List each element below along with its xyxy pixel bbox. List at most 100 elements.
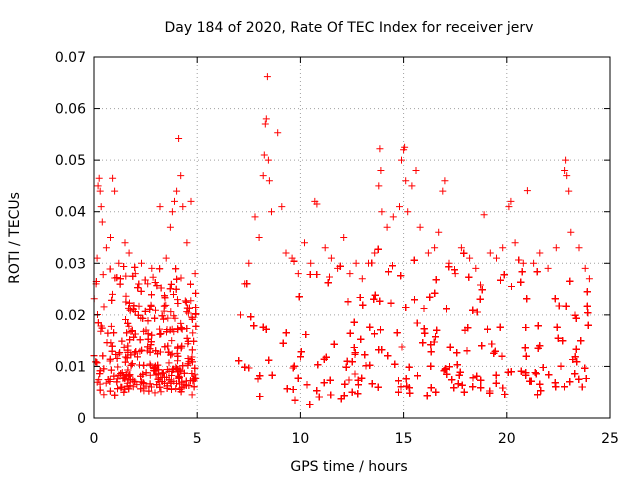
data-point [337,395,345,403]
data-point [139,379,147,387]
data-point [584,321,592,329]
data-point [93,254,101,262]
data-point [442,365,450,373]
data-point [121,358,129,366]
data-point [184,355,192,362]
data-point [374,245,382,253]
data-point [584,309,592,317]
data-point [537,387,545,395]
data-point [107,322,115,330]
data-point [125,304,132,312]
data-point [522,371,530,379]
data-point [565,187,573,195]
data-point [350,344,358,351]
data-point [134,311,142,319]
data-point [137,378,145,386]
x-tick-label: 5 [193,431,202,447]
data-point [262,115,270,123]
data-point [458,381,466,389]
data-point [563,172,571,180]
data-point [167,379,175,387]
data-point [165,348,173,356]
data-point [190,383,198,391]
data-point [517,367,525,375]
data-point [247,313,255,321]
data-point [173,187,181,195]
data-point [136,336,144,344]
data-point [131,263,139,271]
data-point [177,324,185,332]
data-point [289,364,297,372]
data-point [464,324,472,332]
data-point [533,268,541,276]
data-point [137,385,145,393]
data-point [486,389,494,397]
data-point [172,265,180,273]
data-point [371,291,379,299]
data-point [366,323,374,331]
data-point [313,387,321,395]
data-point [395,388,402,396]
y-tick-label: 0.07 [55,50,86,66]
data-point [405,363,413,371]
data-point [178,378,186,386]
data-point [290,257,298,265]
data-point [534,322,542,330]
data-point [141,307,149,315]
data-point [96,380,104,388]
data-point [472,264,480,272]
data-point [457,244,465,252]
data-point [262,325,270,333]
y-tick-label: 0.01 [55,359,86,375]
data-point [144,335,152,343]
data-point [122,298,130,306]
data-point [189,358,196,366]
data-point [156,383,164,391]
data-point [395,377,402,385]
data-point [128,360,136,368]
data-point [124,348,132,356]
data-point [439,187,447,195]
data-point [572,314,580,322]
data-point [572,345,580,353]
data-point [493,254,500,262]
data-point [371,330,378,338]
data-point [344,298,352,306]
data-point [187,377,194,385]
data-point [469,374,477,382]
data-point [103,339,111,347]
data-point [156,330,164,338]
data-point [144,317,152,325]
data-point [263,73,271,81]
data-point [245,259,253,267]
data-point [163,328,170,336]
data-point [237,311,244,319]
data-point [536,380,544,388]
data-point [421,329,429,337]
data-point [357,335,365,343]
data-point [321,244,329,252]
x-axis-label: GPS time / hours [290,459,407,475]
data-point [162,254,170,262]
x-tick-label: 10 [291,431,309,447]
data-point [148,331,156,339]
chart-title: Day 184 of 2020, Rate Of TEC Index for r… [165,20,534,36]
data-point [455,371,463,379]
data-point [190,337,198,345]
data-point [189,329,197,337]
data-point [130,333,138,341]
data-point [134,353,141,361]
data-point [408,182,416,190]
data-point [107,234,114,241]
data-point [100,303,108,311]
data-point [420,325,428,333]
data-point [351,370,359,378]
data-point [294,374,302,382]
data-point [274,129,282,137]
data-point [473,308,481,316]
data-point [477,281,484,289]
data-point [450,384,458,392]
data-point [291,396,299,404]
data-point [113,378,121,386]
data-point [313,200,321,208]
